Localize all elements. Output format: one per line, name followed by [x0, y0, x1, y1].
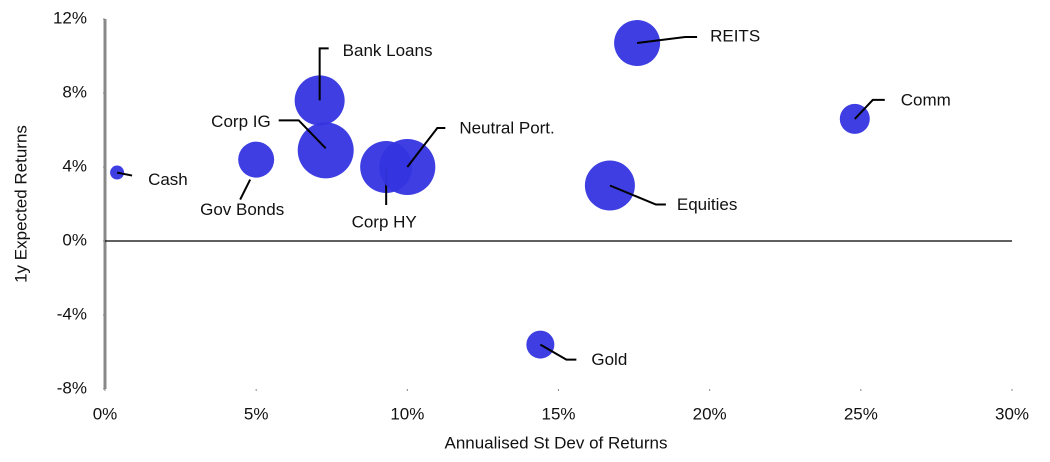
- leader-line: [116, 171, 133, 177]
- point-label: REITS: [710, 27, 760, 46]
- leader-line: [406, 127, 446, 168]
- leader-line: [636, 36, 698, 45]
- point-label: Equities: [677, 195, 737, 214]
- point-label: Gold: [591, 350, 627, 369]
- x-tick-label: 10%: [390, 404, 424, 423]
- bubble: [238, 141, 275, 178]
- point-label: Bank Loans: [343, 41, 433, 60]
- point-label: Corp IG: [211, 112, 271, 131]
- y-axis-title: 1y Expected Returns: [11, 125, 30, 283]
- x-tick-label: 0%: [93, 404, 118, 423]
- leader-line: [854, 98, 885, 120]
- point-label: Comm: [901, 90, 951, 109]
- y-tick-label: -8%: [57, 378, 87, 397]
- y-tick-label: 4%: [62, 156, 87, 175]
- leader-line: [278, 119, 327, 150]
- leader-line: [239, 179, 252, 201]
- x-tick-label: 5%: [244, 404, 269, 423]
- x-tick-label: 15%: [541, 404, 575, 423]
- x-tick-label: 25%: [844, 404, 878, 423]
- x-tick-label: 20%: [693, 404, 727, 423]
- x-axis-title: Annualised St Dev of Returns: [444, 433, 667, 452]
- bubble: [614, 20, 661, 67]
- bubble: [297, 122, 354, 179]
- y-tick-label: -4%: [57, 304, 87, 323]
- point-label: Corp HY: [352, 212, 417, 231]
- y-tick-label: 8%: [62, 82, 87, 101]
- point-label: Neutral Port.: [459, 118, 554, 137]
- y-tick-label: 12%: [53, 8, 87, 27]
- point-label: Cash: [148, 170, 188, 189]
- point-label: Gov Bonds: [200, 200, 284, 219]
- leader-line: [609, 184, 666, 206]
- leader-line: [539, 343, 577, 361]
- y-tick-label: 0%: [62, 230, 87, 249]
- x-tick-label: 30%: [995, 404, 1029, 423]
- leader-line: [318, 47, 329, 101]
